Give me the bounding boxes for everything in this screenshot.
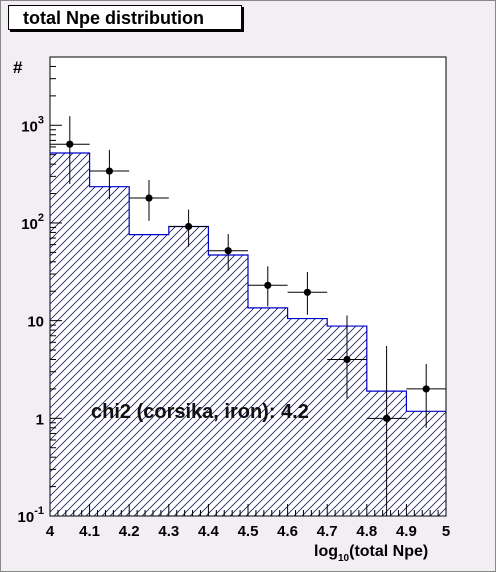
x-tick-label: 5	[442, 523, 450, 540]
data-point	[168, 209, 209, 247]
axes: 4 4.1 4.2 4.3 4.4 4.5 4.6 4.7 4.8 4.9 5 10-1 1 10 102 1…	[18, 56, 450, 540]
y-axis-label: #	[13, 58, 23, 77]
data-point	[129, 180, 169, 221]
data-point	[287, 271, 328, 315]
y-tick-label: 103	[21, 114, 44, 135]
y-tick-label: 10-1	[18, 505, 44, 526]
x-tick-label: 4.9	[396, 523, 417, 540]
data-point	[50, 116, 90, 185]
x-tick-label: 4.7	[317, 523, 338, 540]
y-tick-label: 102	[21, 212, 44, 233]
data-marker	[224, 247, 232, 255]
data-point	[89, 149, 130, 200]
histogram-outline	[50, 152, 446, 412]
data-marker	[343, 355, 351, 364]
data-marker	[185, 222, 193, 231]
x-tick-label: 4.5	[238, 523, 259, 540]
y-tick-label: 1	[36, 411, 44, 428]
data-marker	[383, 414, 391, 422]
data-marker	[422, 385, 430, 393]
data-marker	[66, 140, 74, 148]
x-tick-label: 4.2	[119, 523, 140, 540]
x-tick-label: 4.1	[79, 523, 100, 540]
chi2-annotation: chi2 (corsika, iron): 4.2	[91, 401, 309, 423]
x-tick-label: 4.4	[198, 523, 220, 540]
x-axis-label: log10(total Npe)	[314, 543, 428, 564]
data-marker	[303, 288, 311, 296]
data-marker	[105, 167, 113, 175]
data-point	[406, 363, 446, 428]
data-point	[208, 234, 248, 271]
data-points	[50, 116, 446, 516]
simulation-histogram	[50, 152, 446, 516]
x-tick-label: 4.3	[158, 523, 179, 540]
data-marker	[145, 194, 153, 202]
data-point	[248, 266, 288, 307]
data-point	[327, 315, 367, 399]
x-tick-label: 4.6	[277, 523, 298, 540]
histogram-fill	[50, 153, 446, 516]
chart-title: total Npe distribution	[8, 5, 242, 30]
x-tick-label: 4	[46, 523, 55, 540]
x-tick-label: 4.8	[356, 523, 377, 540]
data-point	[366, 345, 407, 516]
data-marker	[264, 281, 272, 289]
y-tick-label: 10	[27, 314, 44, 331]
